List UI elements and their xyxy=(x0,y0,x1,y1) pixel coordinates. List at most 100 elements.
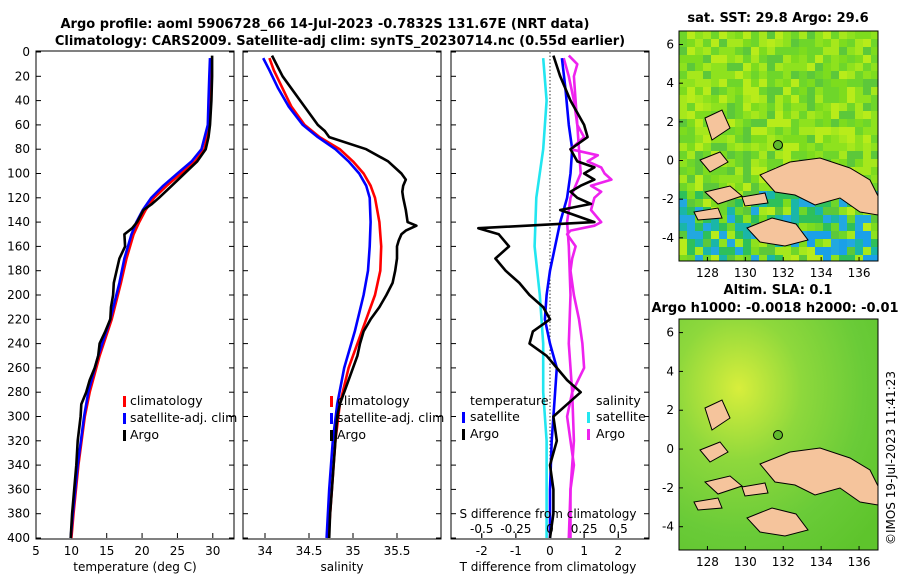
differences-series-salinity-satellite xyxy=(562,57,583,539)
x-tick-label: 2 xyxy=(614,544,622,558)
sst-cell xyxy=(759,71,767,79)
sst-cell xyxy=(855,159,863,167)
sst-cell xyxy=(735,151,743,159)
sst-cell xyxy=(871,63,878,71)
sst-cell xyxy=(791,63,799,71)
sst-cell xyxy=(695,159,703,167)
sst-cell xyxy=(791,111,799,119)
sst-cell xyxy=(719,167,727,175)
sst-cell xyxy=(727,239,735,247)
sst-cell xyxy=(743,247,751,255)
sst-cell xyxy=(783,111,791,119)
sst-cell xyxy=(711,135,719,143)
sst-cell xyxy=(679,223,687,231)
sst-cell xyxy=(799,87,807,95)
sst-cell xyxy=(847,39,855,47)
sst-cell xyxy=(839,239,847,247)
sst-cell xyxy=(783,191,791,199)
sst-cell xyxy=(831,207,839,215)
sst-cell xyxy=(711,31,719,39)
sst-cell xyxy=(815,79,823,87)
sst-cell xyxy=(839,119,847,127)
legend-label-climatology: climatology xyxy=(337,393,410,408)
sst-cell xyxy=(823,63,831,71)
sst-cell xyxy=(759,87,767,95)
sst-cell xyxy=(783,63,791,71)
y-tick-label: 220 xyxy=(7,312,30,326)
sst-cell xyxy=(695,87,703,95)
sst-cell xyxy=(743,183,751,191)
map-y-tick-label: 6 xyxy=(666,326,674,340)
sst-cell xyxy=(863,127,871,135)
sst-cell xyxy=(855,215,863,223)
sst-cell xyxy=(831,135,839,143)
sst-cell xyxy=(799,151,807,159)
secondary-x-tick-label: 0.5 xyxy=(609,522,628,536)
sst-cell xyxy=(767,255,775,261)
sst-cell xyxy=(871,127,878,135)
y-tick-label: 240 xyxy=(7,337,30,351)
sst-cell xyxy=(847,231,855,239)
sst-cell xyxy=(687,151,695,159)
difference-ticks: -2 -1 0 1 2 -0.5 -0.25 0 0.25 0.5 xyxy=(451,51,649,558)
sst-cell xyxy=(775,255,783,261)
sst-cell xyxy=(847,207,855,215)
sst-cell xyxy=(719,215,727,223)
argo-location-marker xyxy=(773,430,783,440)
sst-cell xyxy=(815,63,823,71)
sst-cell xyxy=(703,111,711,119)
sst-cell xyxy=(871,71,878,79)
sst-cell xyxy=(855,31,863,39)
sst-cell xyxy=(839,79,847,87)
sst-cell xyxy=(815,111,823,119)
sst-cell xyxy=(679,151,687,159)
sst-cell xyxy=(687,191,695,199)
sst-cell xyxy=(783,143,791,151)
sla-map-frame xyxy=(678,318,879,551)
sst-cell xyxy=(735,247,743,255)
sst-cell xyxy=(727,159,735,167)
sst-cell xyxy=(791,39,799,47)
sst-cell xyxy=(823,31,831,39)
sst-cell xyxy=(815,71,823,79)
sst-cell xyxy=(847,71,855,79)
sst-cell xyxy=(815,239,823,247)
sla-map-title: Altim. SLA: 0.1 xyxy=(724,283,833,298)
sst-cell xyxy=(807,127,815,135)
sst-cell xyxy=(871,31,878,39)
sst-cell xyxy=(695,55,703,63)
sst-cell xyxy=(847,103,855,111)
sst-cell xyxy=(679,63,687,71)
sst-cell xyxy=(775,199,783,207)
sst-cell xyxy=(751,39,759,47)
sst-cell xyxy=(679,127,687,135)
sst-cell xyxy=(823,95,831,103)
temperature-ticks: 5 10 15 20 25 3002040608010012014016018020022… xyxy=(7,45,234,558)
sst-cell xyxy=(751,167,759,175)
y-tick-label: 320 xyxy=(7,434,30,448)
sst-cell xyxy=(759,255,767,261)
x-tick-label: 25 xyxy=(170,544,185,558)
sst-cell xyxy=(799,95,807,103)
sst-cell xyxy=(727,79,735,87)
sst-cell xyxy=(735,199,743,207)
sst-cell xyxy=(767,151,775,159)
sst-cell xyxy=(847,87,855,95)
sst-cell xyxy=(711,223,719,231)
sst-cell xyxy=(759,143,767,151)
sst-cell xyxy=(695,119,703,127)
sst-cell xyxy=(855,63,863,71)
sst-cell xyxy=(695,183,703,191)
sst-cell xyxy=(679,47,687,55)
sst-cell xyxy=(687,167,695,175)
sst-cell xyxy=(775,63,783,71)
sst-cell xyxy=(839,135,847,143)
sst-cell xyxy=(767,103,775,111)
y-tick-label: 20 xyxy=(15,69,30,83)
sst-cell xyxy=(775,215,783,223)
sst-cell xyxy=(767,135,775,143)
sst-cell xyxy=(751,103,759,111)
sst-cell xyxy=(791,119,799,127)
sst-cell xyxy=(807,103,815,111)
sst-cell xyxy=(727,127,735,135)
